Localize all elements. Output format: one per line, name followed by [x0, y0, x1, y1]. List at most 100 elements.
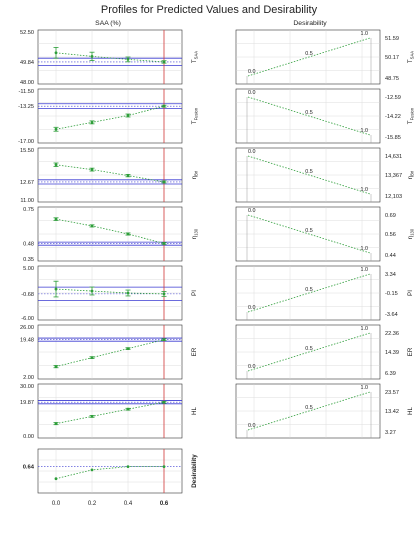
data-point	[126, 291, 130, 295]
desirability-value-label: 0.56	[385, 232, 396, 238]
y-tick-label: 0.48	[23, 241, 34, 247]
data-point	[54, 51, 58, 55]
desirability-high-label: 1.0	[361, 31, 369, 37]
data-point	[90, 415, 94, 418]
desirability-line	[247, 155, 371, 195]
desirability-value-label: 23.57	[385, 390, 399, 396]
profile-line	[55, 105, 165, 130]
desirability-line	[247, 96, 371, 136]
desirability-response-label: ER	[407, 347, 414, 356]
response-label-main: η	[191, 175, 198, 179]
data-point	[54, 365, 58, 369]
desirability-value-label: 3.27	[385, 430, 396, 436]
y-tick-label: 11.00	[20, 198, 34, 204]
x-tick-label: 0.6	[160, 501, 169, 507]
desirability-response-label-main: HL	[407, 406, 414, 414]
data-point	[54, 163, 58, 167]
desirability-value-label: 22.36	[385, 331, 399, 337]
data-point	[54, 127, 58, 131]
data-point	[90, 289, 94, 293]
data-point	[90, 224, 94, 228]
y-tick-label: 19.87	[20, 400, 34, 406]
desirability-response-label-main: η	[407, 175, 414, 179]
desirability-line	[247, 273, 371, 313]
y-tick-label: 5.00	[23, 266, 34, 272]
data-point	[162, 104, 166, 108]
y-tick-label: 49.84	[20, 60, 34, 66]
data-point	[54, 217, 58, 221]
response-label-sub: 130	[194, 228, 199, 236]
overall-data-point	[54, 477, 58, 481]
y-tick-label: 0.00	[23, 434, 34, 440]
response-label: HL	[191, 406, 198, 414]
desirability-response-label: TSAA	[407, 51, 415, 63]
desirability-value-label: -14.22	[385, 114, 401, 120]
desirability-line	[247, 391, 371, 431]
data-point	[90, 120, 94, 124]
response-label: ηBri	[191, 171, 199, 180]
y-tick-label: 19.48	[20, 338, 34, 344]
desirability-low-label: 0.0	[248, 90, 256, 96]
desirability-mid-label: 0.5	[305, 228, 313, 234]
response-label: PI	[191, 290, 198, 296]
desirability-value-label: 3.34	[385, 272, 396, 278]
desirability-response-label: PI	[407, 290, 414, 296]
desirability-line	[247, 214, 371, 254]
desirability-low-label: 0.0	[248, 423, 256, 429]
desirability-low-label: 0.0	[248, 364, 256, 370]
desirability-high-label: 1.0	[361, 246, 369, 252]
desirability-response-label: η130	[407, 228, 415, 239]
desirability-response-label: TFusion	[407, 107, 415, 124]
y-tick-label: -17.00	[18, 139, 34, 145]
desirability-low-label: 0.0	[248, 149, 256, 155]
desirability-response-label-sub: SAA	[410, 51, 415, 60]
y-tick-label: 15.50	[20, 148, 34, 154]
overall-y-tick-label: 0.64	[23, 465, 35, 471]
desirability-value-label: -3.64	[385, 312, 398, 318]
data-point	[126, 232, 130, 236]
overall-data-point	[90, 468, 94, 472]
desirability-line	[247, 332, 371, 372]
data-point	[126, 407, 130, 411]
desirability-value-label: -12.59	[385, 95, 401, 101]
overall-data-point	[126, 465, 130, 468]
profile-line	[55, 218, 165, 244]
y-tick-label: 0.35	[23, 257, 34, 263]
y-tick-label: 0.75	[23, 207, 34, 213]
y-tick-label: 12.67	[20, 180, 34, 186]
desirability-value-label: -15.85	[385, 135, 401, 141]
data-point	[126, 114, 130, 117]
data-point	[126, 58, 130, 61]
response-label-main: T	[191, 120, 198, 124]
y-tick-label: 2.00	[23, 375, 34, 381]
desirability-high-label: 1.0	[361, 267, 369, 273]
x-tick-label: 0.2	[88, 501, 97, 507]
response-label-main: PI	[191, 290, 198, 296]
data-point	[162, 242, 166, 245]
profile-line	[55, 52, 165, 63]
data-point	[90, 55, 94, 58]
desirability-response-label-sub: Bri	[410, 171, 415, 176]
y-tick-label: 30.00	[20, 384, 34, 390]
overall-desirability-label: Desirability	[191, 454, 198, 488]
y-tick-label: 48.00	[20, 80, 34, 86]
desirability-value-label: 0.44	[385, 253, 396, 259]
profile-line	[55, 288, 165, 295]
response-label-sub: Bri	[194, 171, 199, 176]
right-column-label: Desirability	[293, 20, 327, 27]
response-label-sub: Fusion	[194, 107, 199, 120]
response-label-main: HL	[191, 406, 198, 414]
desirability-value-label: 0.69	[385, 213, 396, 219]
desirability-value-label: 14.39	[385, 350, 399, 356]
response-label-main: T	[191, 59, 198, 63]
desirability-response-label-main: T	[407, 120, 414, 124]
desirability-response-label-sub: Fusion	[410, 107, 415, 120]
desirability-mid-label: 0.5	[305, 110, 313, 116]
data-point	[90, 356, 94, 360]
desirability-value-label: 14,631	[385, 154, 402, 160]
desirability-response-label-main: T	[407, 59, 414, 63]
left-column-label: SAA (%)	[95, 20, 121, 27]
chart-panels: 52.5049.8448.00TSAA0.00.51.051.5950.1748…	[18, 29, 415, 507]
desirability-response-label-main: PI	[407, 290, 414, 296]
desirability-value-label: 12,103	[385, 194, 402, 200]
